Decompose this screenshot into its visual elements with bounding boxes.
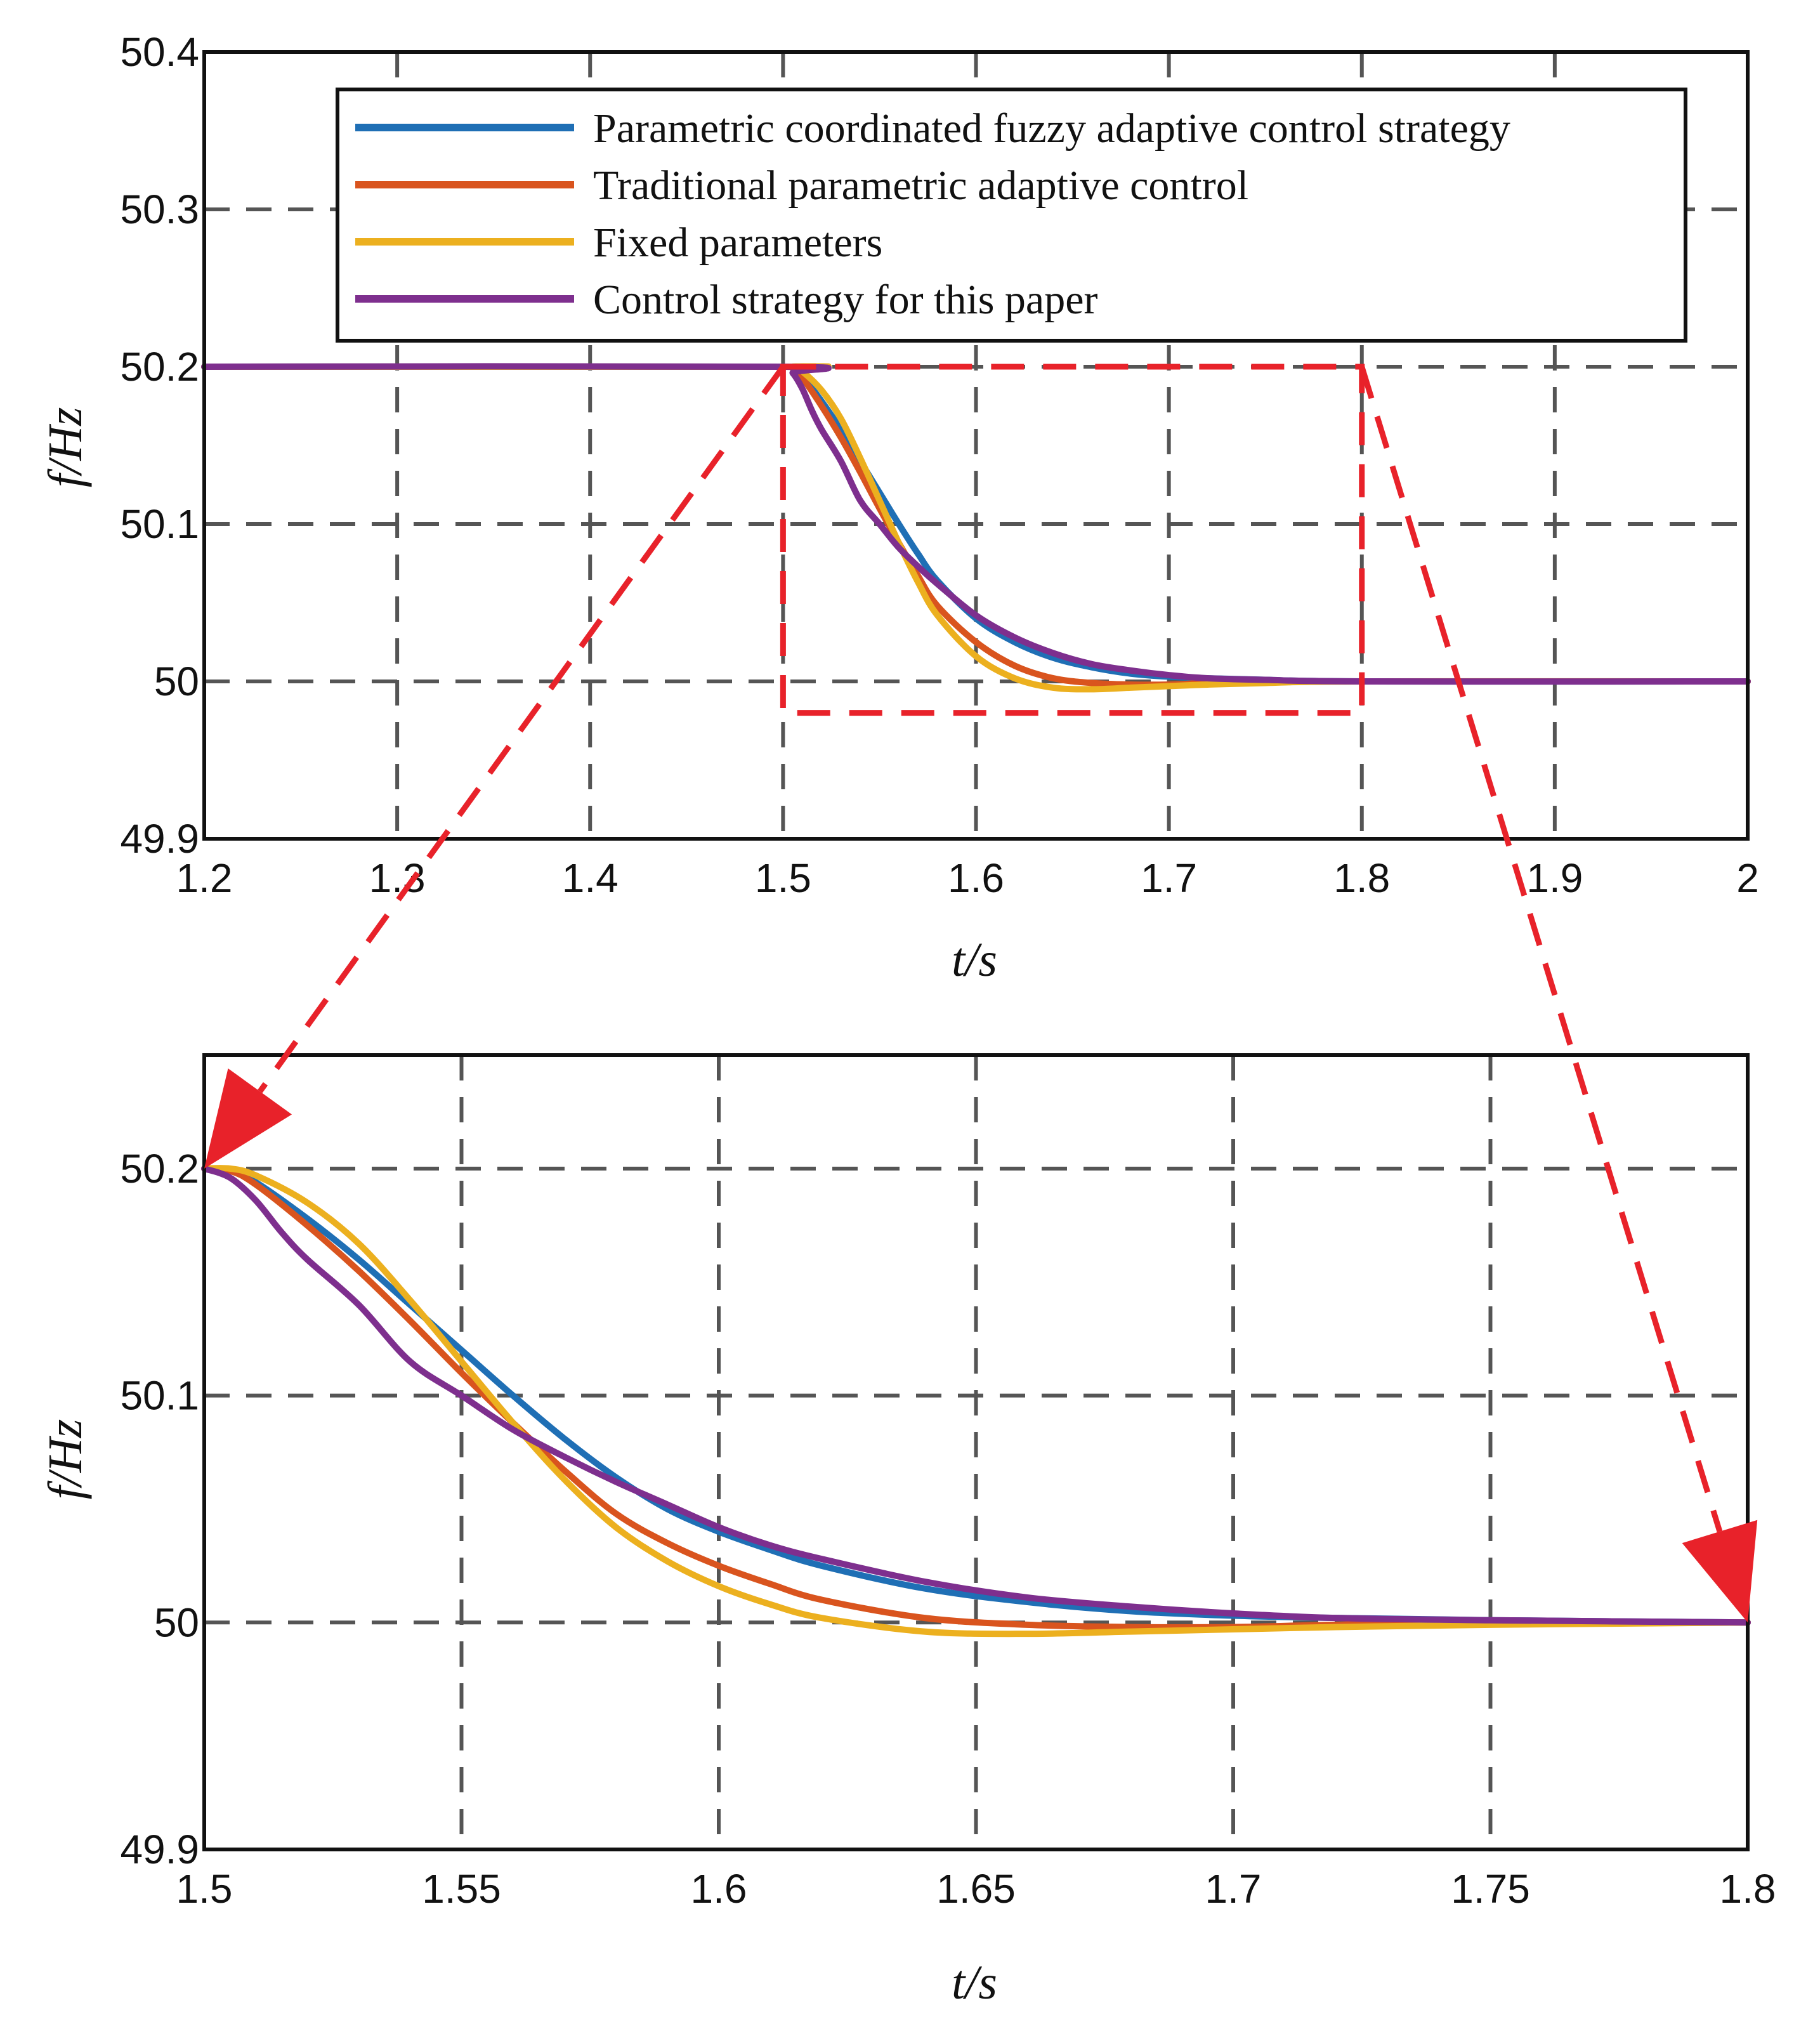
top-x-tick-label: 1.6: [948, 855, 1004, 901]
zoom-arrowhead-left: [204, 1068, 292, 1169]
bottom-y-tick-label: 50: [154, 1599, 199, 1645]
top-y-tick-label: 50.2: [120, 344, 199, 390]
bottom-y-axis-label: f/Hz: [39, 1419, 92, 1500]
bottom-y-tick-label: 50.2: [120, 1146, 199, 1192]
bottom-y-tick-label: 50.1: [120, 1373, 199, 1419]
legend: Parametric coordinated fuzzy adaptive co…: [336, 88, 1687, 343]
top-x-tick-label: 2: [1736, 855, 1759, 901]
top-x-tick-label: 1.2: [176, 855, 233, 901]
top-x-tick-label: 1.5: [755, 855, 811, 901]
legend-label-2: Fixed parameters: [593, 220, 882, 266]
bottom-x-tick-label: 1.8: [1720, 1866, 1776, 1912]
bottom-x-tick-label: 1.75: [1451, 1866, 1530, 1912]
bottom-series-line-2: [201, 1165, 1751, 1638]
zoom-arrow-right-line: [1359, 365, 1723, 1533]
zoom-annotation: [204, 364, 1758, 1623]
legend-label-1: Traditional parametric adaptive control: [593, 162, 1248, 209]
legend-label-3: Control strategy for this paper: [593, 277, 1098, 323]
top-y-tick-label: 49.9: [120, 816, 199, 862]
bottom-x-tick-label: 1.65: [936, 1866, 1016, 1912]
zoom-arrow-left-line: [258, 365, 786, 1093]
bottom-x-axis-label: t/s: [952, 1956, 997, 2009]
top-x-tick-label: 1.9: [1526, 855, 1583, 901]
top-x-axis-label: t/s: [952, 933, 997, 987]
bottom-series-line-3: [201, 1165, 1751, 1626]
top-y-tick-label: 50.1: [120, 501, 199, 547]
legend-label-0: Parametric coordinated fuzzy adaptive co…: [593, 105, 1510, 152]
zoom-arrowhead-right: [1682, 1520, 1758, 1623]
top-axes-frame: [202, 50, 1750, 841]
zoom-rectangle: [780, 364, 1365, 716]
bottom-x-tick-label: 1.5: [176, 1866, 233, 1912]
top-series-line-3: [201, 363, 1751, 685]
top-x-tick-label: 1.8: [1333, 855, 1390, 901]
top-y-tick-label: 50.4: [120, 29, 199, 75]
top-y-tick-label: 50.3: [120, 187, 199, 232]
top-x-tick-label: 1.4: [562, 855, 619, 901]
bottom-x-tick-label: 1.7: [1205, 1866, 1262, 1912]
top-y-axis-label: f/Hz: [39, 407, 92, 488]
bottom-axes-frame: [202, 1053, 1750, 1851]
bottom-y-tick-label: 49.9: [120, 1827, 199, 1872]
top-y-tick-label: 50: [154, 659, 199, 704]
bottom-chart: 1.5 1.55 1.6 1.65 1.7 1.75 1.8 49.9 50 50.1 50.2 f…: [39, 1053, 1776, 2009]
top-chart: 1.2 1.3 1.4 1.5 1.6 1.7 1.8 1.9 249.95050.150.25…: [39, 29, 1759, 987]
bottom-x-tick-label: 1.6: [691, 1866, 747, 1912]
top-x-tick-label: 1.7: [1141, 855, 1197, 901]
bottom-x-tick-label: 1.55: [422, 1866, 501, 1912]
